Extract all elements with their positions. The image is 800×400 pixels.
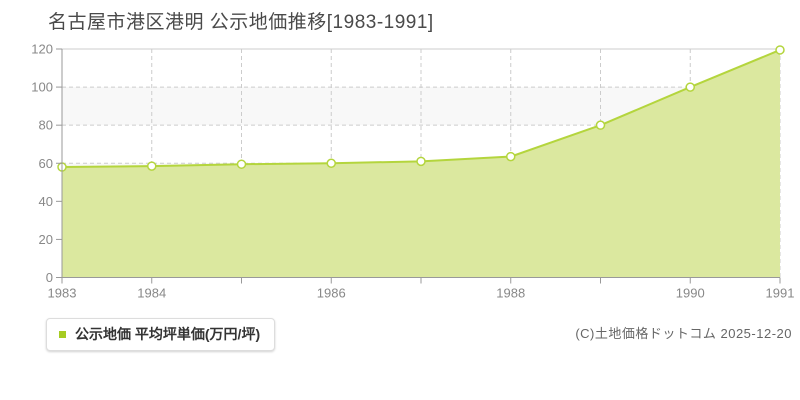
page-title: 名古屋市港区港明 公示地価推移[1983-1991] bbox=[48, 12, 434, 33]
data-point bbox=[775, 45, 785, 55]
y-tick-label: 40 bbox=[39, 194, 53, 209]
data-point bbox=[685, 82, 695, 92]
data-point bbox=[236, 159, 247, 169]
y-tick-label: 120 bbox=[31, 42, 53, 57]
y-tick-label: 100 bbox=[31, 80, 53, 95]
legend-marker-icon bbox=[59, 330, 66, 338]
data-point bbox=[416, 156, 426, 167]
x-tick-label: 1988 bbox=[496, 286, 525, 301]
x-tick-label: 1991 bbox=[766, 286, 795, 301]
legend-label: 公示地価 平均坪単価(万円/坪) bbox=[75, 326, 261, 342]
y-tick-label: 80 bbox=[39, 118, 53, 133]
x-tick-label: 1990 bbox=[676, 286, 705, 301]
data-point bbox=[147, 161, 157, 171]
x-tick-label: 1983 bbox=[48, 286, 77, 301]
x-tick-label: 1986 bbox=[317, 286, 346, 301]
x-tick-label: 1984 bbox=[137, 286, 166, 301]
data-point bbox=[506, 151, 516, 162]
data-point bbox=[326, 158, 336, 168]
data-point bbox=[595, 120, 606, 130]
legend: 公示地価 平均坪単価(万円/坪) bbox=[46, 318, 276, 351]
y-tick-label: 0 bbox=[46, 270, 53, 285]
copyright-text: (C)土地価格ドットコム 2025-12-20 bbox=[575, 326, 792, 341]
y-tick-label: 20 bbox=[39, 232, 53, 247]
y-tick-label: 60 bbox=[39, 156, 53, 171]
